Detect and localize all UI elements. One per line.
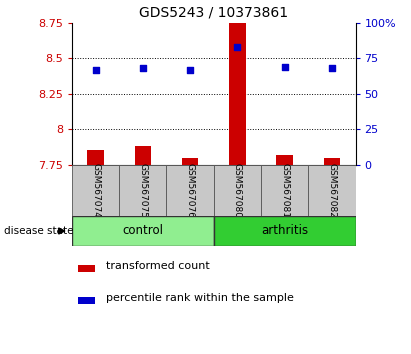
Bar [323, 158, 340, 165]
Bar [261, 165, 308, 216]
Bar [78, 265, 95, 272]
Bar [119, 165, 166, 216]
Bar [72, 216, 214, 246]
Text: GSM567081: GSM567081 [280, 163, 289, 218]
Text: GSM567075: GSM567075 [139, 163, 147, 218]
Bar [134, 146, 151, 165]
Bar [78, 297, 95, 304]
Text: GSM567080: GSM567080 [233, 163, 242, 218]
Point [328, 65, 335, 71]
Text: GSM567082: GSM567082 [328, 163, 336, 218]
Point [92, 67, 99, 73]
Text: control: control [122, 224, 163, 238]
Bar [72, 165, 119, 216]
Point [234, 44, 241, 50]
Bar [214, 216, 356, 246]
Bar [87, 150, 104, 165]
Text: GSM567074: GSM567074 [91, 163, 100, 218]
Bar [229, 2, 246, 165]
Bar [276, 155, 293, 165]
Bar [308, 165, 356, 216]
Text: GSM567076: GSM567076 [186, 163, 194, 218]
Text: percentile rank within the sample: percentile rank within the sample [106, 292, 294, 303]
Point [187, 67, 193, 73]
Text: transformed count: transformed count [106, 261, 210, 271]
Point [139, 65, 146, 71]
Bar [166, 165, 214, 216]
Text: disease state: disease state [4, 226, 74, 236]
Bar [182, 158, 199, 165]
Text: arthritis: arthritis [261, 224, 308, 238]
Title: GDS5243 / 10373861: GDS5243 / 10373861 [139, 5, 288, 19]
Bar [214, 165, 261, 216]
Point [281, 64, 288, 70]
